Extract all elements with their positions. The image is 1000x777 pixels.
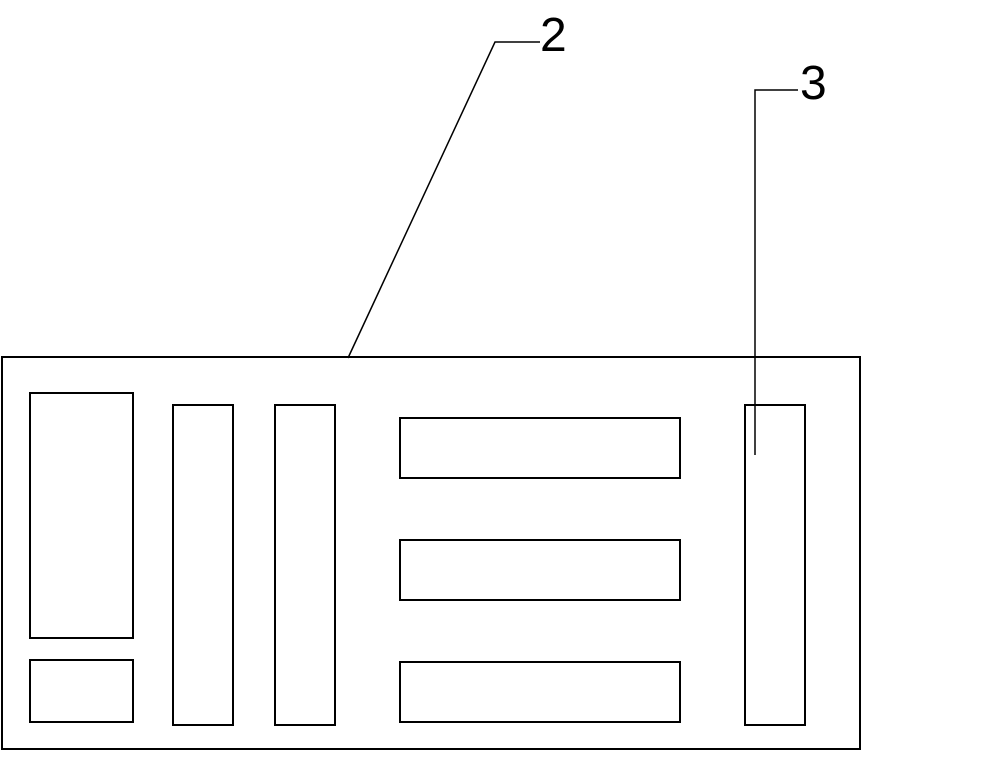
- cutout-r5: [400, 418, 680, 478]
- leader-2: [348, 42, 540, 358]
- cutout-r2: [30, 660, 133, 722]
- diagram-svg: [0, 0, 1000, 777]
- cutout-r7: [400, 662, 680, 722]
- callout-label-3: 3: [800, 56, 827, 111]
- outer-panel: [2, 357, 860, 749]
- cutout-r4: [275, 405, 335, 725]
- leader-3: [755, 90, 798, 455]
- cutout-r3: [173, 405, 233, 725]
- cutout-r8: [745, 405, 805, 725]
- cutout-r6: [400, 540, 680, 600]
- callout-label-2: 2: [540, 8, 567, 63]
- cutout-r1: [30, 393, 133, 638]
